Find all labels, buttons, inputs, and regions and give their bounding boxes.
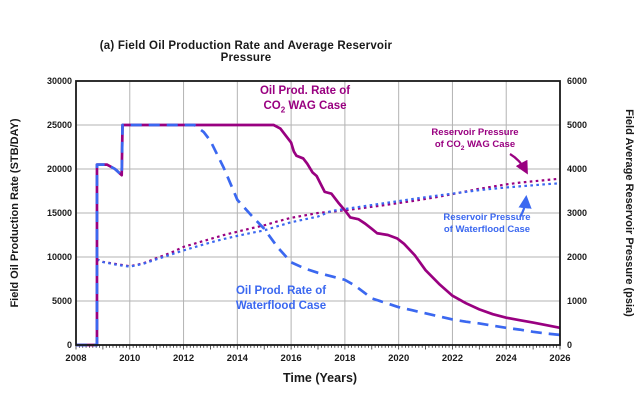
right-y-axis-title: Field Average Reservoir Pressure (psia) bbox=[622, 81, 636, 345]
x-tick-label: 2024 bbox=[496, 353, 518, 364]
left-y-axis-title: Field Oil Production Rate (STB/DAY) bbox=[8, 81, 22, 345]
x-tick-label: 2008 bbox=[65, 353, 86, 364]
left-y-tick-label: 30000 bbox=[47, 76, 72, 86]
right-y-tick-label: 0 bbox=[567, 340, 572, 350]
left-y-tick-label: 25000 bbox=[47, 120, 72, 130]
right-y-axis-title-line2: (psia) bbox=[623, 287, 635, 317]
x-axis-title: Time (Years) bbox=[282, 371, 358, 385]
right-y-tick-label: 5000 bbox=[567, 120, 587, 130]
left-y-axis-title-line1: Field Oil Production Rate bbox=[9, 176, 21, 308]
x-tick-label: 2020 bbox=[388, 353, 409, 364]
left-y-axis-title-line2: (STB/DAY) bbox=[9, 118, 21, 174]
right-y-tick-label: 4000 bbox=[567, 164, 587, 174]
left-y-tick-label: 0 bbox=[67, 340, 72, 350]
right-y-tick-label: 1000 bbox=[567, 296, 587, 306]
series-oil-prod-rate-of-co2-wag-case bbox=[76, 123, 561, 347]
series-reservoir-pressure-of-waterflood-case bbox=[96, 182, 561, 268]
waterflood-pressure-arrow bbox=[518, 195, 532, 218]
series-reservoir-pressure-of-co2-wag-case bbox=[96, 177, 561, 268]
x-tick-label: 2010 bbox=[119, 353, 140, 364]
x-tick-label: 2022 bbox=[442, 353, 463, 364]
right-y-axis-title-line1: Field Average Reservoir Pressure bbox=[623, 109, 635, 285]
left-y-tick-label: 15000 bbox=[47, 208, 72, 218]
x-tick-label: 2016 bbox=[281, 353, 302, 364]
x-tick-label: 2026 bbox=[549, 353, 570, 364]
plot-frame bbox=[75, 80, 561, 346]
left-y-tick-label: 20000 bbox=[47, 164, 72, 174]
left-y-tick-label: 5000 bbox=[52, 296, 72, 306]
x-tick-label: 2014 bbox=[227, 353, 249, 364]
right-y-tick-label: 2000 bbox=[567, 252, 587, 262]
series-oil-prod-rate-of-waterflood-case bbox=[76, 123, 561, 347]
left-y-tick-label: 10000 bbox=[47, 252, 72, 262]
x-tick-label: 2012 bbox=[173, 353, 194, 364]
co2-wag-pressure-arrow bbox=[509, 153, 528, 175]
right-y-tick-label: 6000 bbox=[567, 76, 587, 86]
chart-title: (a) Field Oil Production Rate and Averag… bbox=[99, 40, 393, 64]
x-tick-label: 2018 bbox=[334, 353, 355, 364]
right-y-tick-label: 3000 bbox=[567, 208, 587, 218]
